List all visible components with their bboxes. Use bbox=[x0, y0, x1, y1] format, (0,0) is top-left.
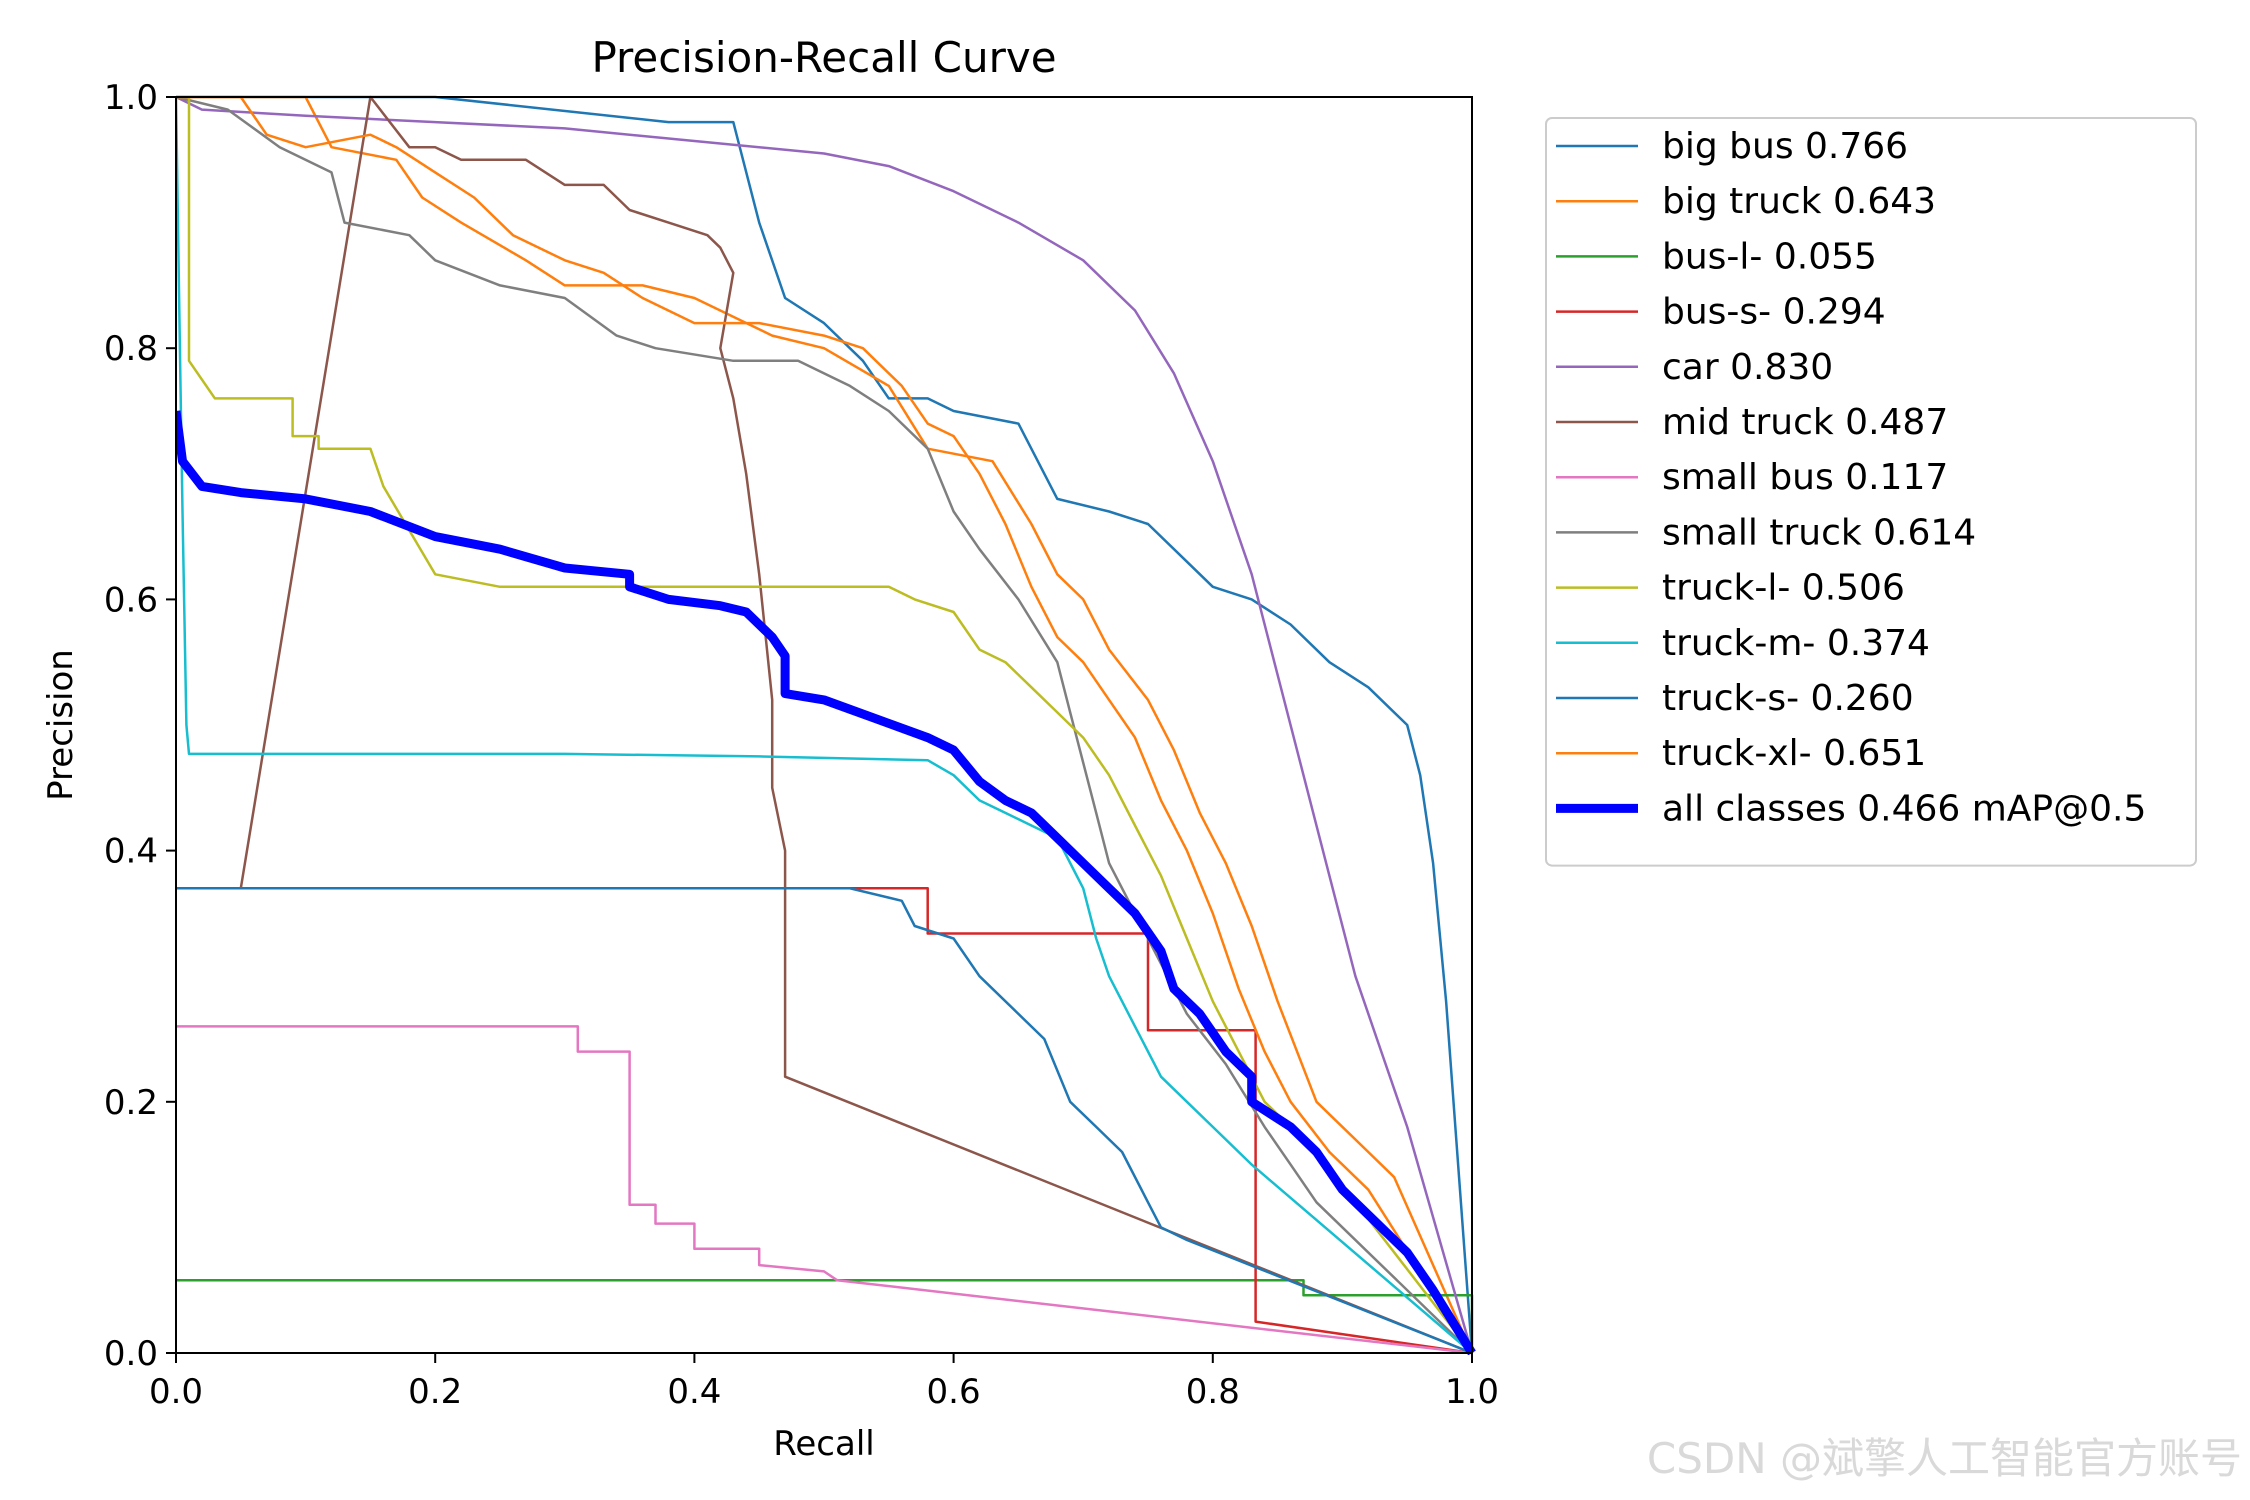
series-line-truckm-9 bbox=[176, 96, 1473, 1354]
series-layer bbox=[176, 95, 1476, 1355]
series-line-truckl-8 bbox=[176, 95, 1473, 1354]
x-tick-label: 0.8 bbox=[1186, 1372, 1240, 1412]
legend-label: truck-s- 0.260 bbox=[1662, 678, 1914, 719]
x-axis-label: Recall bbox=[773, 1424, 874, 1464]
y-tick-label: 0.4 bbox=[104, 832, 158, 872]
series-line-buss-3 bbox=[176, 887, 1473, 1355]
plot-frame bbox=[175, 96, 1473, 1354]
series-line-car-4 bbox=[176, 95, 1474, 1354]
y-tick-label: 0.6 bbox=[104, 580, 158, 620]
series-line-all-12 bbox=[176, 410, 1476, 1355]
y-tick-label: 0.8 bbox=[104, 329, 158, 369]
watermark: CSDN @斌擎人工智能官方账号 bbox=[1646, 1434, 2242, 1483]
legend-label: mid truck 0.487 bbox=[1662, 402, 1948, 443]
legend-box bbox=[1545, 117, 2197, 867]
legend-label: truck-l- 0.506 bbox=[1662, 568, 1905, 609]
y-tick-label: 1.0 bbox=[104, 78, 158, 118]
series-line-trucks-10 bbox=[176, 887, 1473, 1355]
x-tick-label: 1.0 bbox=[1445, 1372, 1499, 1412]
y-axis-label: Precision bbox=[41, 649, 81, 801]
chart-title: Precision-Recall Curve bbox=[591, 33, 1056, 82]
legend-label: small truck 0.614 bbox=[1662, 512, 1976, 553]
legend-label: truck-xl- 0.651 bbox=[1662, 733, 1926, 774]
ticks-layer: 0.0 0.2 0.4 0.6 0.8 1.0 0.0 0.2 0.4 0.6 0.8 1.0 bbox=[104, 78, 1499, 1412]
legend-label: big truck 0.643 bbox=[1662, 181, 1936, 222]
series-line-small-6 bbox=[176, 1025, 1473, 1355]
series-line-small-7 bbox=[176, 95, 1473, 1354]
series-line-big-1 bbox=[176, 95, 1474, 1354]
series-line-big-0 bbox=[176, 95, 1474, 1354]
x-tick-label: 0.4 bbox=[667, 1372, 721, 1412]
y-tick-label: 0.0 bbox=[104, 1334, 158, 1374]
legend-label: car 0.830 bbox=[1662, 347, 1833, 388]
legend: big bus 0.766 big truck 0.643 bus-l- 0.055… bbox=[1545, 117, 2197, 867]
x-tick-label: 0.2 bbox=[408, 1372, 462, 1412]
legend-label: big bus 0.766 bbox=[1662, 126, 1908, 167]
series-line-truckxl-11 bbox=[176, 95, 1474, 1354]
x-tick-label: 0.0 bbox=[149, 1372, 203, 1412]
legend-label: all classes 0.466 mAP@0.5 bbox=[1662, 788, 2146, 829]
y-tick-label: 0.2 bbox=[104, 1083, 158, 1123]
legend-label: bus-l- 0.055 bbox=[1662, 236, 1877, 277]
legend-label: small bus 0.117 bbox=[1662, 457, 1948, 498]
legend-label: bus-s- 0.294 bbox=[1662, 292, 1886, 333]
series-line-mid-5 bbox=[176, 95, 1473, 1355]
x-tick-label: 0.6 bbox=[927, 1372, 981, 1412]
legend-label: truck-m- 0.374 bbox=[1662, 623, 1930, 664]
